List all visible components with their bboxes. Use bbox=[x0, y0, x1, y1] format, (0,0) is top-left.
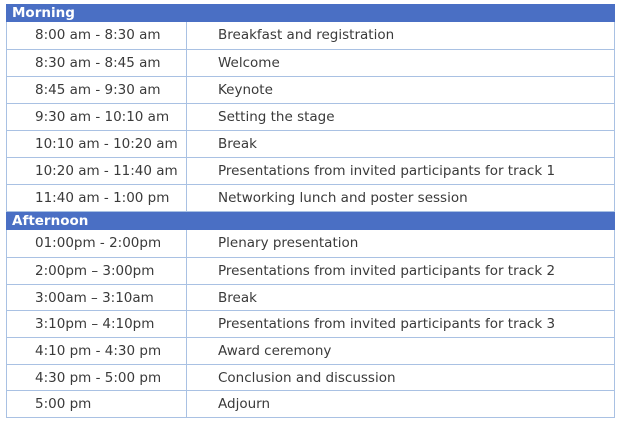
table-row: 10:20 am - 11:40 am Presentations from i… bbox=[6, 158, 615, 185]
table-row: 01:00pm - 2:00pm Plenary presentation bbox=[6, 230, 615, 258]
time-cell: 3:10pm – 4:10pm bbox=[7, 311, 187, 338]
event-cell: Presentations from invited participants … bbox=[218, 316, 556, 333]
table-row: 8:30 am - 8:45 am Welcome bbox=[6, 50, 615, 77]
event-cell: Plenary presentation bbox=[218, 235, 359, 251]
table-row: 9:30 am - 10:10 am Setting the stage bbox=[6, 104, 615, 131]
time-cell: 10:10 am - 10:20 am bbox=[7, 131, 187, 157]
table-row: 4:30 pm - 5:00 pm Conclusion and discuss… bbox=[6, 364, 615, 392]
time-cell: 11:40 am - 1:00 pm bbox=[7, 185, 187, 211]
event-cell: Keynote bbox=[218, 82, 273, 98]
schedule-table: Morning 8:00 am - 8:30 am Breakfast and … bbox=[6, 4, 615, 419]
time-cell: 8:00 am - 8:30 am bbox=[7, 22, 187, 49]
table-row: 3:00am – 3:10am Break bbox=[6, 284, 615, 312]
event-cell: Breakfast and registration bbox=[218, 27, 395, 43]
time-cell: 4:10 pm - 4:30 pm bbox=[7, 338, 187, 364]
time-cell: 4:30 pm - 5:00 pm bbox=[7, 364, 187, 391]
section-afternoon: Afternoon 01:00pm - 2:00pm Plenary prese… bbox=[6, 212, 615, 419]
table-row: 8:45 am - 9:30 am Keynote bbox=[6, 77, 615, 104]
table-row: 11:40 am - 1:00 pm Networking lunch and … bbox=[6, 185, 615, 212]
section-header-morning: Morning bbox=[6, 4, 615, 22]
event-cell: Networking lunch and poster session bbox=[218, 190, 468, 206]
table-row: 4:10 pm - 4:30 pm Award ceremony bbox=[6, 338, 615, 365]
time-cell: 8:45 am - 9:30 am bbox=[7, 77, 187, 103]
table-row: 5:00 pm Adjourn bbox=[6, 391, 615, 419]
time-cell: 8:30 am - 8:45 am bbox=[7, 50, 187, 76]
event-cell: Award ceremony bbox=[218, 343, 332, 360]
event-cell: Welcome bbox=[218, 55, 280, 71]
time-cell: 2:00pm – 3:00pm bbox=[7, 258, 187, 284]
time-cell: 10:20 am - 11:40 am bbox=[7, 158, 187, 184]
event-cell: Conclusion and discussion bbox=[218, 369, 396, 386]
time-cell: 3:00am – 3:10am bbox=[7, 284, 187, 311]
event-cell: Presentations from invited participants … bbox=[218, 163, 556, 179]
event-cell: Presentations from invited participants … bbox=[218, 263, 556, 279]
event-cell: Break bbox=[218, 289, 257, 306]
event-cell: Break bbox=[218, 136, 257, 152]
event-cell: Adjourn bbox=[218, 396, 271, 413]
time-cell: 01:00pm - 2:00pm bbox=[7, 230, 187, 257]
section-header-afternoon: Afternoon bbox=[6, 212, 615, 230]
table-row: 3:10pm – 4:10pm Presentations from invit… bbox=[6, 311, 615, 339]
time-cell: 9:30 am - 10:10 am bbox=[7, 104, 187, 130]
section-rows-morning: 8:00 am - 8:30 am Breakfast and registra… bbox=[6, 22, 615, 212]
event-cell: Setting the stage bbox=[218, 109, 335, 125]
table-row: 8:00 am - 8:30 am Breakfast and registra… bbox=[6, 22, 615, 50]
table-row: 10:10 am - 10:20 am Break bbox=[6, 131, 615, 158]
time-cell: 5:00 pm bbox=[7, 391, 187, 418]
section-rows-afternoon: 01:00pm - 2:00pm Plenary presentation 2:… bbox=[6, 230, 615, 419]
section-morning: Morning 8:00 am - 8:30 am Breakfast and … bbox=[6, 4, 615, 212]
table-row: 2:00pm – 3:00pm Presentations from invit… bbox=[6, 258, 615, 285]
